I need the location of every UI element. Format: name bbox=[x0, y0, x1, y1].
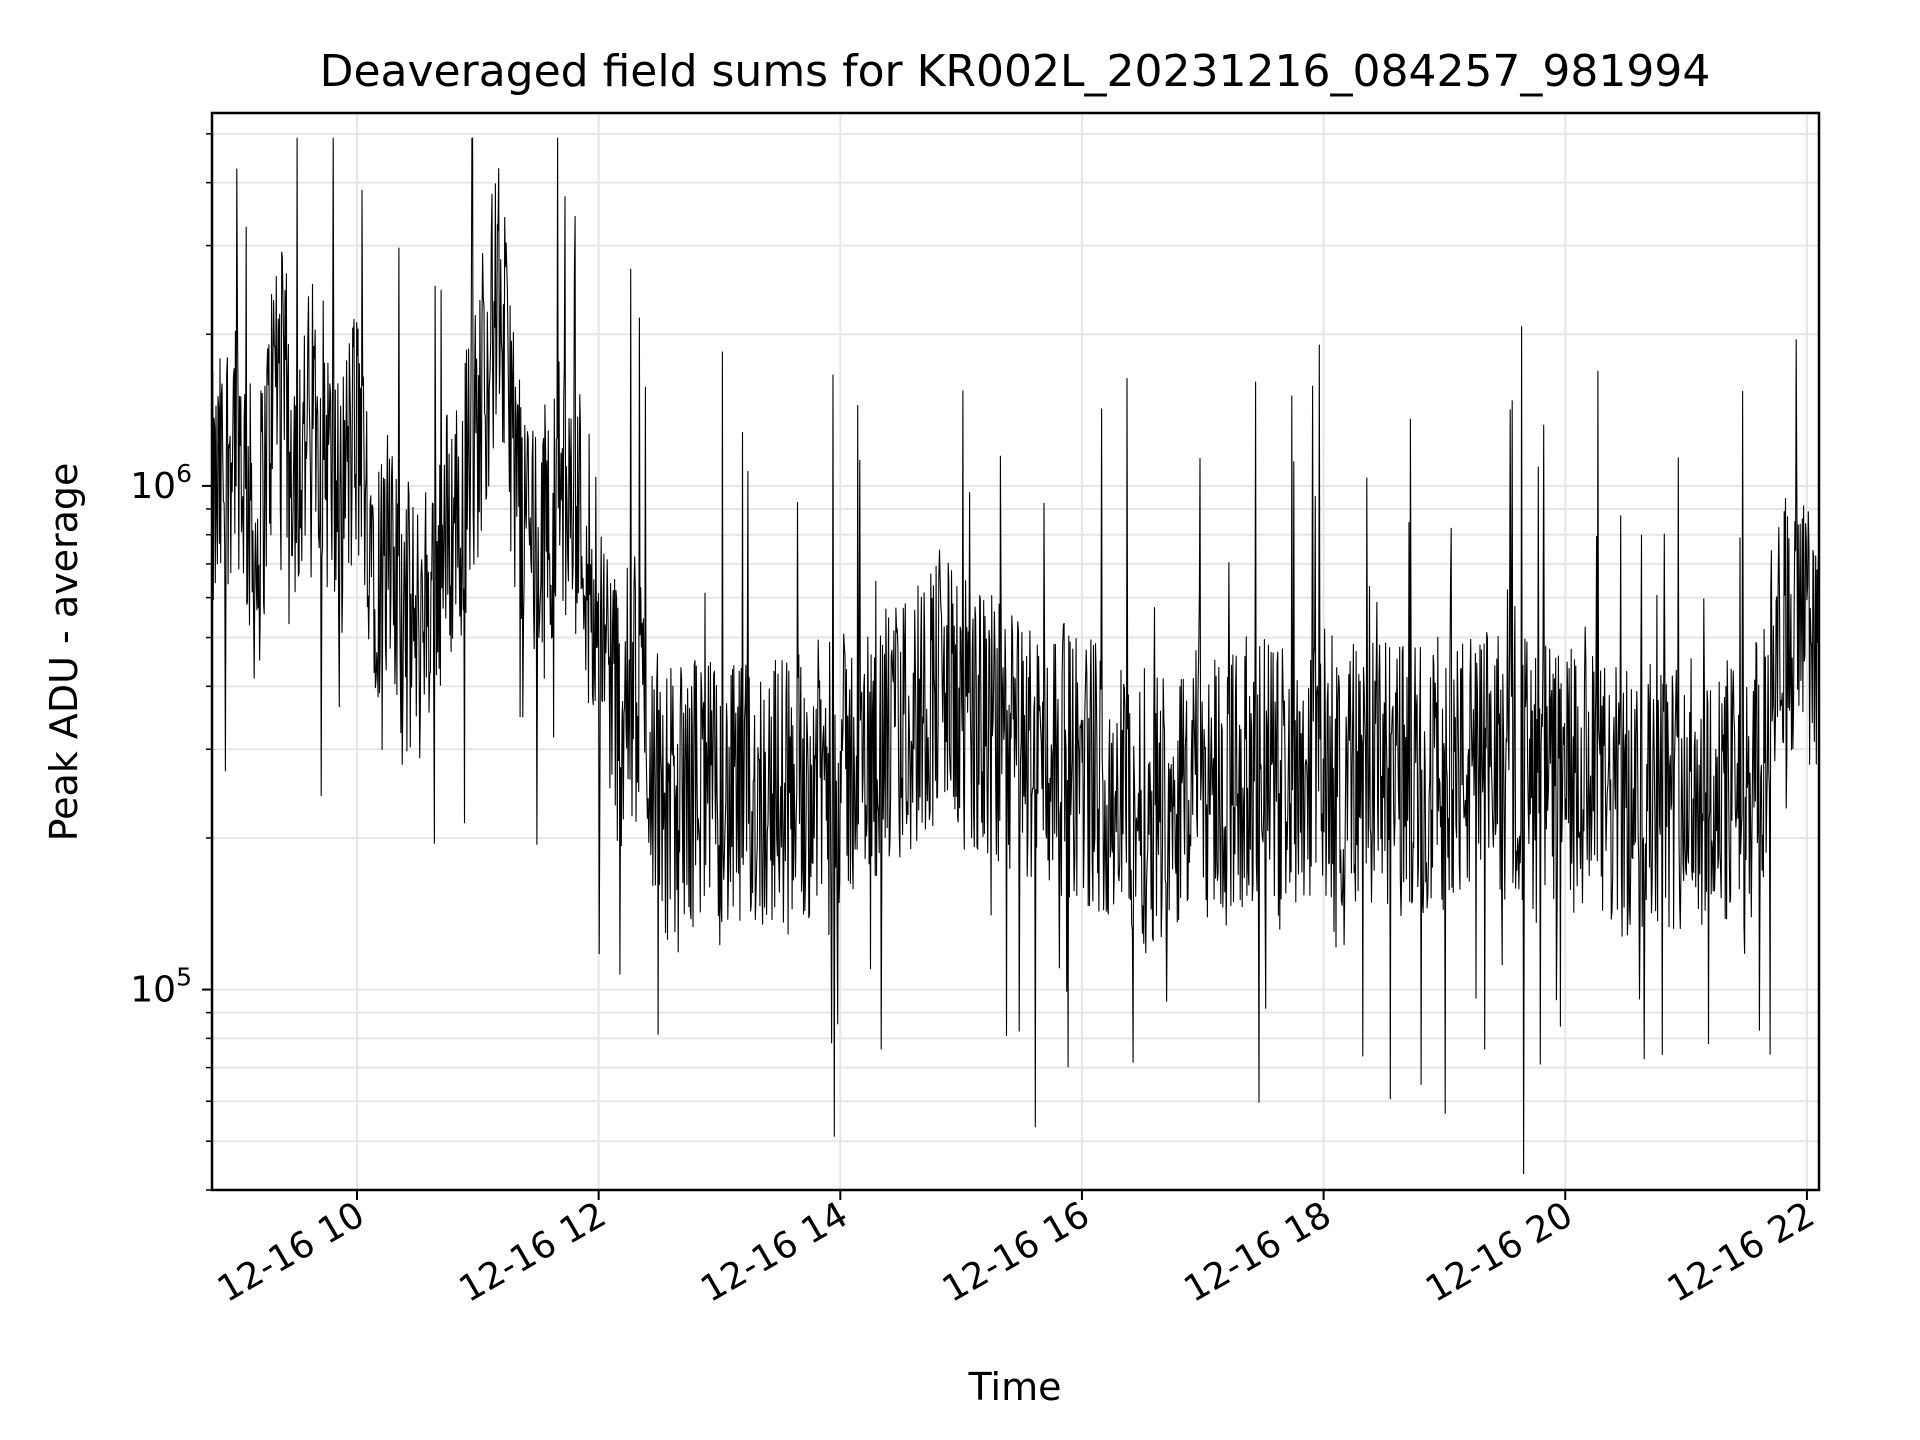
y-axis: 105 106 bbox=[130, 133, 212, 1191]
series-line bbox=[212, 137, 1819, 1175]
x-axis-label: Time bbox=[968, 1365, 1062, 1409]
y-tick-label: 105 bbox=[130, 963, 192, 1011]
chart-title: Deaveraged field sums for KR002L_2023121… bbox=[320, 46, 1711, 97]
y-axis-label: Peak ADU - average bbox=[42, 463, 86, 842]
plot-frame bbox=[210, 111, 1821, 1192]
y-tick-label: 106 bbox=[130, 459, 192, 507]
data-series bbox=[212, 137, 1819, 1175]
